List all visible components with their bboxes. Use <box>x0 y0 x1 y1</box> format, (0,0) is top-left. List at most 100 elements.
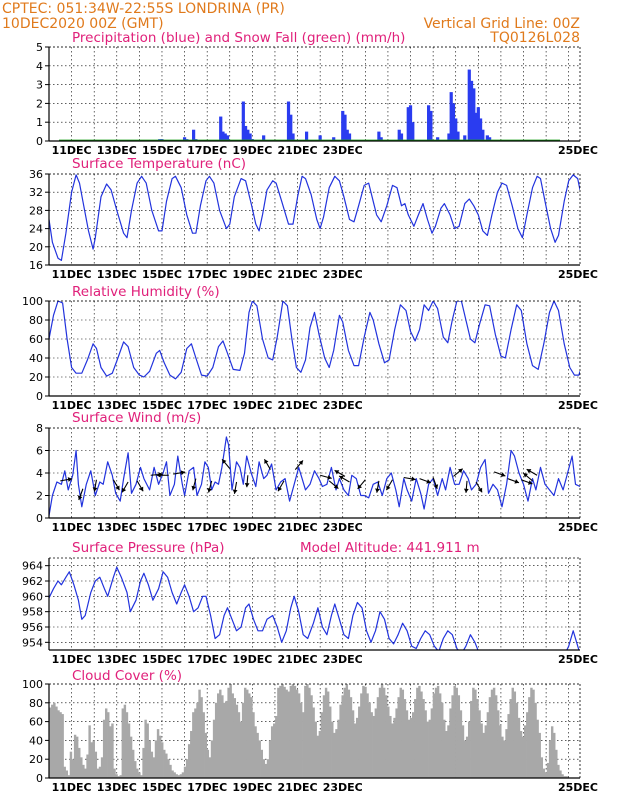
pressure-line <box>49 566 580 650</box>
humidity-xtick-label-7: 25DEC <box>558 399 598 412</box>
cloud-cover-bar-47 <box>146 723 149 778</box>
precipitation-bar-27 <box>379 137 383 141</box>
cloud-cover-bar-177 <box>416 687 419 778</box>
temperature-xtick-label-3: 17DEC <box>187 268 227 281</box>
pressure-xtick-label-7: 25DEC <box>558 653 598 666</box>
precipitation-xtick-label-3: 17DEC <box>187 144 227 157</box>
cloud-cover-bar-28 <box>107 712 110 778</box>
precipitation-bar-26 <box>377 131 381 141</box>
wind-ytick-label-1: 2 <box>36 490 43 503</box>
precipitation-bar-4 <box>192 129 196 141</box>
cloud-cover-bar-108 <box>273 723 276 778</box>
humidity-xtick-label-1: 13DEC <box>97 399 137 412</box>
cloud-cover-xtick-label-1: 13DEC <box>97 781 137 794</box>
cloud-cover-bar-229 <box>523 725 527 778</box>
cloud-cover-bar-44 <box>140 775 143 778</box>
wind-arrow-21 <box>357 479 366 490</box>
cloud-cover-bar-144 <box>347 689 351 778</box>
cloud-cover-bar-131 <box>320 712 324 778</box>
wind-arrow-3 <box>112 479 120 491</box>
cloud-cover-bar-140 <box>339 704 342 778</box>
cloud-cover-bar-32 <box>115 774 118 778</box>
cloud-cover-bar-69 <box>192 712 195 778</box>
cloud-cover-marks <box>49 684 568 778</box>
cloud-cover-bar-36 <box>123 704 127 778</box>
precipitation-bar-36 <box>447 133 451 141</box>
cloud-cover-bar-208 <box>480 723 483 778</box>
cloud-cover-bar-136 <box>331 721 334 778</box>
precipitation-bar-10 <box>241 101 245 141</box>
precipitation-bar-13 <box>248 133 252 141</box>
cloud-cover-bar-56 <box>165 753 168 778</box>
cloud-cover-bar-55 <box>163 749 166 778</box>
wind-arrow-5 <box>136 480 144 492</box>
cloud-cover-bar-51 <box>154 740 158 778</box>
cloud-cover-bar-152 <box>364 686 367 778</box>
cloud-cover-bar-77 <box>208 757 212 778</box>
temperature-marks <box>49 174 580 261</box>
pressure-xtick-label-5: 21DEC <box>278 653 318 666</box>
wind-arrow-7 <box>156 472 169 478</box>
cloud-cover-bar-76 <box>206 749 210 778</box>
cloud-cover-bar-99 <box>254 726 257 778</box>
cloud-cover-bar-123 <box>304 685 307 778</box>
header-grid-note: Vertical Grid Line: 00Z <box>424 16 580 32</box>
humidity-xtick-label-5: 21DEC <box>278 399 318 412</box>
cloud-cover-bar-245 <box>557 764 560 778</box>
cloud-cover-bar-89 <box>233 698 237 778</box>
cloud-cover-bar-197 <box>457 695 461 778</box>
precipitation-bar-18 <box>291 133 295 141</box>
cloud-cover-bar-162 <box>385 695 388 778</box>
cloud-cover-bar-205 <box>474 689 477 778</box>
cloud-cover-bar-151 <box>362 685 365 778</box>
cloud-cover-bar-149 <box>358 706 361 778</box>
cloud-cover-bar-49 <box>150 751 154 778</box>
cloud-cover-bar-31 <box>113 768 116 778</box>
cloud-cover-bar-118 <box>293 685 297 778</box>
cloud-cover-bar-102 <box>260 749 263 778</box>
cloud-cover-bar-54 <box>161 742 164 778</box>
cloud-cover-bar-211 <box>486 712 490 778</box>
cloud-cover-bar-95 <box>246 689 249 778</box>
cloud-cover-bar-241 <box>548 740 552 778</box>
cloud-cover-bar-180 <box>422 699 425 778</box>
precipitation-bar-34 <box>429 110 433 141</box>
wind-arrow-27 <box>453 468 464 477</box>
cloud-cover-bar-86 <box>227 687 230 778</box>
cloud-cover-bar-81 <box>217 693 220 778</box>
cloud-cover-bar-233 <box>532 689 535 778</box>
cloud-cover-bar-185 <box>432 693 436 778</box>
cloud-cover-bar-181 <box>424 710 427 778</box>
cloud-cover-bar-46 <box>144 719 147 778</box>
wind-xtick-label-4: 19DEC <box>232 521 272 534</box>
temperature-ytick-label-5: 36 <box>29 168 43 181</box>
cloud-cover-bar-85 <box>225 700 228 778</box>
precipitation-xtick-label-7: 25DEC <box>558 144 598 157</box>
precipitation-xtick-label-5: 21DEC <box>278 144 318 157</box>
cloud-cover-bar-202 <box>467 721 471 778</box>
cloud-cover-bar-172 <box>405 710 409 778</box>
cloud-cover-bar-182 <box>426 721 429 778</box>
cloud-cover-bar-210 <box>484 725 488 778</box>
cloud-cover-bar-73 <box>200 697 203 778</box>
precipitation-bar-43 <box>469 80 474 141</box>
precipitation-bar-6 <box>219 116 223 141</box>
pressure-marks <box>49 566 580 650</box>
cloud-cover-bar-174 <box>409 717 413 778</box>
wind-arrow-1 <box>77 488 84 501</box>
cloud-cover-bar-62 <box>177 775 181 778</box>
precipitation-bar-38 <box>451 103 456 141</box>
cloud-cover-bar-37 <box>125 712 129 778</box>
cloud-cover-bar-14 <box>78 747 81 778</box>
temperature-ytick-label-4: 32 <box>29 186 43 199</box>
cloud-cover-bar-12 <box>73 734 77 778</box>
cloud-cover-bar-100 <box>256 732 259 778</box>
precipitation-bar-7 <box>221 131 225 141</box>
wind-ytick-label-3: 6 <box>36 445 43 458</box>
cloud-cover-bar-137 <box>333 732 336 778</box>
cloud-cover-bar-159 <box>378 687 382 778</box>
cloud-cover-bar-83 <box>221 695 224 778</box>
cloud-cover-bar-91 <box>237 712 241 778</box>
humidity-ytick-label-3: 60 <box>29 333 43 346</box>
cloud-cover-bar-92 <box>239 721 243 778</box>
